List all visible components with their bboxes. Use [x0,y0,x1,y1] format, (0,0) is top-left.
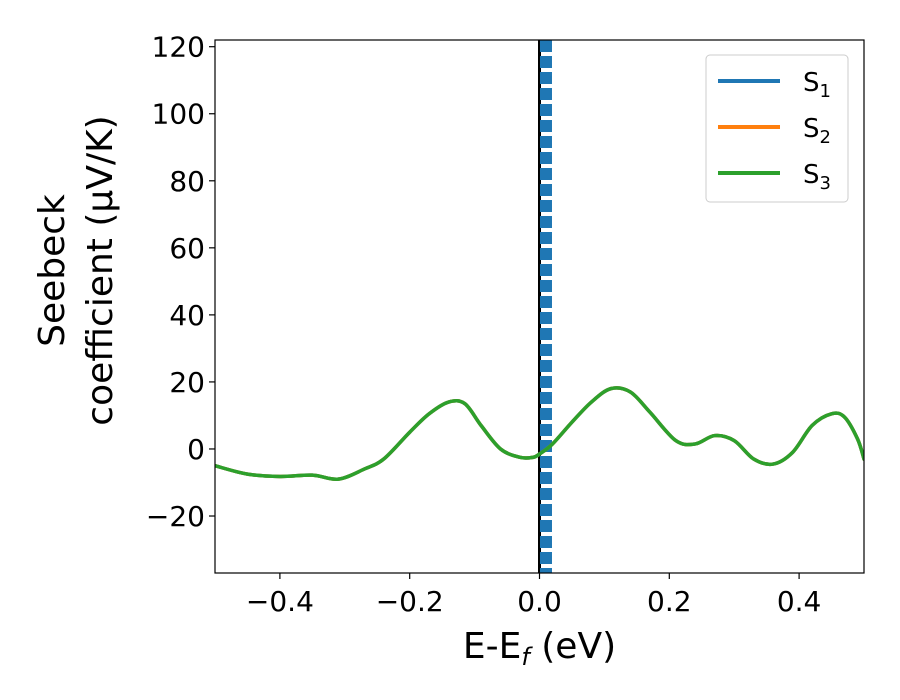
y-tick-label: 40 [169,299,205,332]
x-tick-label: −0.2 [376,585,444,618]
legend-label-s3: S3 [803,160,831,194]
y-tick-label: 20 [169,366,205,399]
y-axis-title-line2: coefficient (μV/K) [80,115,121,425]
x-tick-label: 0.4 [777,585,822,618]
legend-label-s2: S2 [803,114,831,148]
legend-label-subscript: 2 [820,127,831,148]
y-tick-label: 0 [187,433,205,466]
legend-label-s1: S1 [803,68,831,102]
series-line-s3 [215,386,864,482]
axes-layer: −0.4 −0.2 0.0 0.2 0.4 −20 0 20 40 60 80 100 120 E-Ef … [32,31,865,671]
x-tick-label: 0.0 [517,585,562,618]
legend-label-subscript: 3 [820,173,831,194]
x-axis-title-unit: (eV) [530,626,616,667]
x-axis-title: E-Ef (eV) [463,626,616,671]
x-tick-label: 0.2 [647,585,692,618]
y-tick-label: 80 [169,165,205,198]
y-axis-title-line1: Seebeck [32,194,73,347]
legend-label-main: S [803,160,820,190]
x-axis-title-main: E-E [463,626,521,667]
plot-area [215,40,864,573]
legend-label-subscript: 1 [820,81,831,102]
legend-label-main: S [803,114,820,144]
legend-label-main: S [803,68,820,98]
y-tick-label: −20 [146,500,205,533]
y-tick-label: 60 [169,232,205,265]
y-tick-label: 120 [152,31,205,64]
plot-layer [215,40,864,573]
y-tick-label: 100 [152,98,205,131]
x-tick-label: −0.4 [246,585,314,618]
